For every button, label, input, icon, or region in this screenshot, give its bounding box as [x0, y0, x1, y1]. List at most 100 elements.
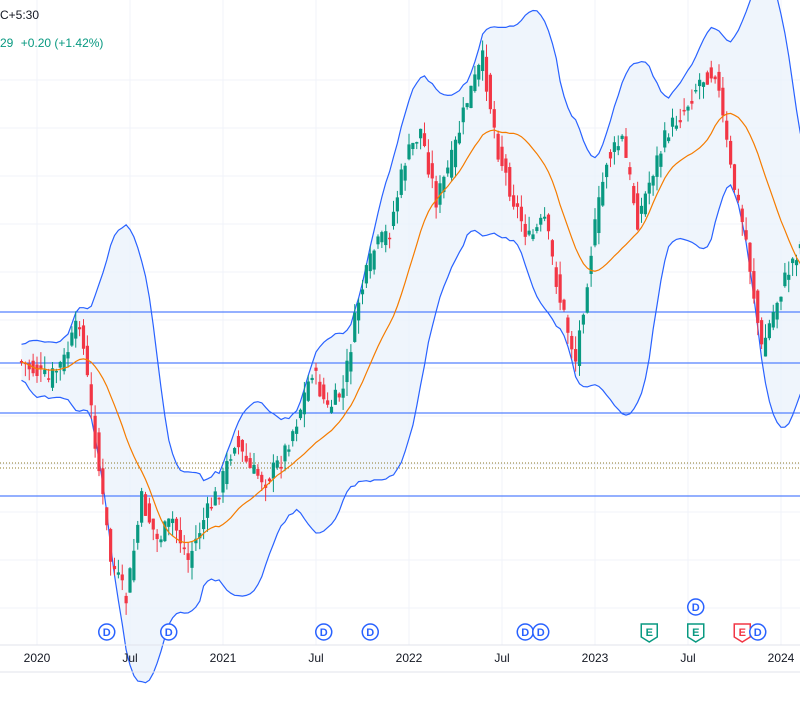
candle: [147, 497, 151, 525]
candle: [186, 542, 190, 573]
candle: [225, 452, 229, 490]
candle: [279, 455, 283, 479]
candle: [701, 81, 706, 99]
candle: [260, 471, 264, 492]
candle: [725, 111, 729, 148]
candle: [546, 213, 551, 240]
earnings-marker[interactable]: E: [640, 623, 658, 643]
candle: [221, 467, 225, 503]
candle: [217, 497, 221, 505]
moving-average-line: [21, 112, 800, 544]
candle: [694, 83, 698, 94]
candle: [500, 135, 504, 171]
dividend-marker[interactable]: D: [749, 623, 767, 641]
candle: [593, 208, 597, 248]
candle: [163, 520, 167, 543]
price-readout: 29 +0.20 (+1.42%): [0, 36, 103, 50]
dividend-marker[interactable]: D: [98, 623, 116, 641]
candle: [531, 229, 535, 242]
candle: [205, 496, 210, 532]
candle: [74, 311, 78, 348]
earnings-marker-label: E: [646, 627, 653, 639]
candle: [450, 141, 454, 182]
candle: [229, 454, 233, 466]
candle: [465, 102, 469, 110]
dividend-marker-label: D: [537, 627, 545, 639]
candle: [368, 246, 372, 279]
dividend-marker[interactable]: D: [516, 623, 534, 641]
candle: [612, 136, 616, 165]
candle: [798, 240, 800, 255]
earnings-marker[interactable]: E: [733, 623, 751, 643]
candle: [399, 163, 403, 199]
candle: [597, 185, 601, 245]
earnings-marker[interactable]: E: [687, 623, 705, 643]
bollinger-band-fill: [21, 0, 800, 683]
candle: [136, 520, 140, 550]
horizontal-levels[interactable]: [0, 311, 800, 497]
candle: [543, 207, 547, 222]
candle: [159, 535, 163, 548]
candle: [295, 419, 299, 442]
dividend-marker[interactable]: D: [532, 623, 550, 641]
candle: [601, 172, 605, 207]
candle: [651, 174, 655, 196]
candle: [570, 330, 574, 359]
candle: [791, 257, 795, 276]
candle: [310, 374, 314, 384]
candle: [577, 320, 582, 376]
candle: [198, 522, 202, 550]
event-markers[interactable]: D D D D D D E EDE D: [98, 598, 767, 643]
candle: [624, 128, 628, 158]
candle: [496, 130, 500, 163]
candle: [752, 258, 756, 304]
dividend-marker[interactable]: D: [361, 623, 379, 641]
dividend-marker[interactable]: D: [160, 623, 178, 641]
candle: [585, 283, 589, 314]
candle: [407, 133, 411, 161]
candle: [574, 336, 578, 372]
x-tick-label: 2022: [396, 651, 423, 665]
candle: [318, 374, 322, 398]
candle: [283, 443, 287, 472]
candle: [628, 162, 632, 181]
candle: [233, 446, 237, 456]
x-tick-label: 2020: [24, 651, 51, 665]
candle: [744, 217, 748, 242]
candle: [364, 263, 368, 288]
candle: [504, 154, 508, 186]
candle: [345, 348, 349, 396]
candle: [729, 135, 733, 169]
candle: [492, 100, 496, 139]
candle: [775, 301, 779, 329]
dividend-marker-label: D: [320, 627, 328, 639]
candle: [101, 458, 105, 505]
candle: [562, 298, 566, 312]
x-tick-label: Jul: [680, 651, 695, 665]
candle: [411, 142, 415, 156]
candle: [298, 408, 303, 421]
candle: [620, 134, 624, 142]
candle: [430, 150, 434, 189]
candle: [767, 319, 771, 341]
x-tick-label: Jul: [308, 651, 323, 665]
price-change: +0.20 (+1.42%): [20, 36, 104, 50]
candle: [535, 223, 539, 234]
candle: [252, 452, 256, 475]
candle: [275, 455, 279, 470]
dividend-marker[interactable]: D: [687, 598, 705, 616]
candle: [93, 405, 97, 458]
candle: [27, 359, 31, 381]
candle: [713, 75, 717, 84]
candle: [721, 77, 725, 123]
dividend-marker[interactable]: D: [315, 623, 333, 641]
candle: [322, 377, 326, 404]
candle: [132, 538, 136, 583]
candle: [244, 443, 248, 464]
x-tick-label: Jul: [122, 651, 137, 665]
candle: [50, 362, 55, 392]
candle: [605, 162, 609, 189]
timezone-label: C+5:30: [0, 8, 40, 22]
candle: [105, 507, 109, 531]
